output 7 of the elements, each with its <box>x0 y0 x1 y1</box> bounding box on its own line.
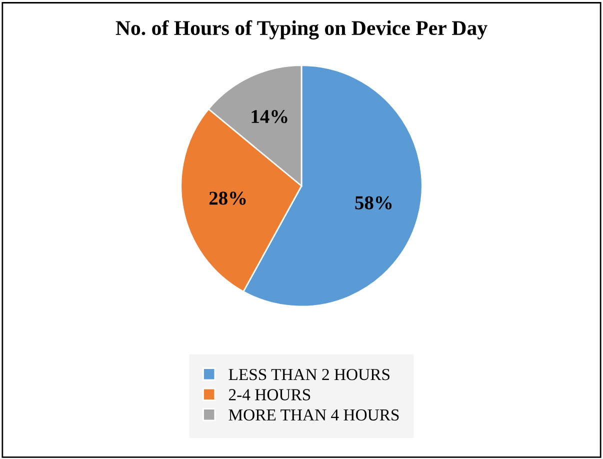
data-label: 28% <box>209 192 246 205</box>
legend-label: LESS THAN 2 HOURS <box>228 368 390 380</box>
data-label: 58% <box>355 196 392 210</box>
data-label: 14% <box>252 110 288 124</box>
legend-label: MORE THAN 4 HOURS <box>228 409 399 421</box>
legend-label: 2-4 HOURS <box>228 389 310 400</box>
chart-title: No. of Hours of Typing on Device Per Day <box>116 20 488 40</box>
